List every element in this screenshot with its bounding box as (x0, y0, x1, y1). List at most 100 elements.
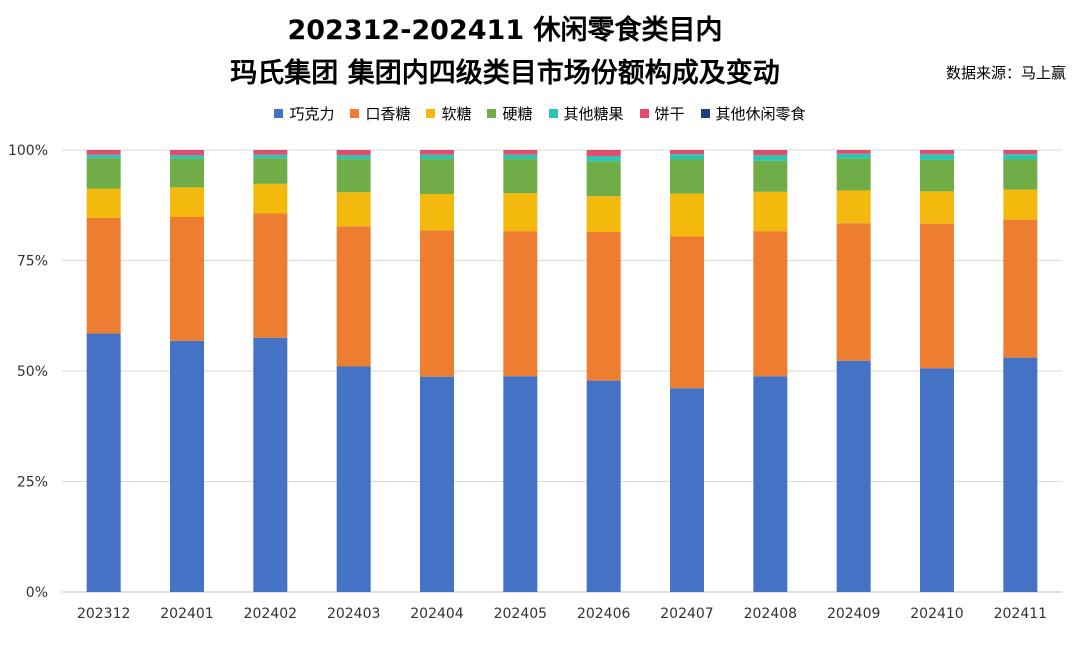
legend-label: 巧克力 (289, 104, 335, 123)
bar-segment (670, 154, 704, 160)
bar-segment (336, 366, 371, 592)
y-tick-label: 25% (17, 475, 48, 491)
bar-segment (420, 376, 454, 592)
x-tick-label: 202407 (660, 606, 713, 622)
bar-segment (920, 191, 954, 224)
bar-segment (503, 159, 538, 194)
x-tick-label: 202408 (744, 606, 797, 622)
bar-segment (420, 159, 454, 195)
bar-segment (753, 150, 788, 156)
bar-segment (86, 154, 121, 159)
bar-segment (336, 155, 371, 160)
bar-segment (586, 150, 621, 156)
x-tick-label: 202406 (577, 606, 631, 622)
bar-segment (836, 158, 871, 191)
bar-segment (170, 150, 204, 156)
x-tick-label: 202401 (160, 606, 213, 622)
legend-swatch (639, 108, 649, 118)
bar-segment (1003, 219, 1038, 358)
y-tick-label: 50% (17, 364, 48, 380)
bar-segment (503, 376, 538, 592)
bar-segment (420, 154, 454, 160)
legend-swatch (548, 108, 558, 118)
bar-segment (253, 154, 288, 159)
chart-legend: 巧克力 口香糖 软糖 硬糖 其他糖果 饼干 其他休闲零食 (0, 102, 1080, 124)
bar-segment (170, 158, 204, 188)
bar-segment (253, 150, 288, 155)
y-tick-label: 75% (17, 254, 48, 270)
bar-segment (503, 193, 538, 232)
bar-segment (253, 158, 288, 184)
bar-segment (253, 337, 288, 592)
legend-label: 其他休闲零食 (715, 104, 806, 123)
bar-segment (253, 183, 288, 214)
legend-label: 口香糖 (365, 104, 411, 123)
bar-segment (753, 231, 788, 377)
bar-segment (336, 192, 371, 227)
bar-segment (670, 193, 704, 237)
bar-segment (670, 388, 704, 592)
x-tick-label: 202404 (410, 606, 464, 622)
bar-segment (170, 340, 204, 592)
legend-item: 饼干 (639, 103, 685, 124)
bar-segment (503, 231, 538, 377)
bar-segment (586, 380, 621, 592)
bar-segment (1003, 357, 1038, 592)
bar-segment (920, 159, 954, 192)
bar-segment (86, 333, 121, 592)
bar-segment (586, 232, 621, 381)
legend-swatch (700, 108, 710, 118)
x-tick-label: 202402 (244, 606, 297, 622)
legend-label: 软糖 (441, 104, 472, 123)
bar-segment (586, 161, 621, 197)
bar-segment (670, 159, 704, 194)
bar-segment (336, 226, 371, 367)
bar-segment (753, 155, 788, 161)
bar-segment (86, 158, 121, 189)
legend-item: 口香糖 (350, 103, 410, 124)
x-tick-label: 202409 (827, 606, 880, 622)
bar-segment (920, 154, 954, 160)
x-tick-label: 202405 (494, 606, 547, 622)
bar-segment (753, 191, 788, 232)
bar-segment (836, 150, 871, 154)
legend-item: 软糖 (426, 103, 471, 124)
bar-segment (836, 223, 871, 361)
bar-segment (836, 190, 871, 224)
bar-segment (253, 213, 288, 338)
bar-segment (86, 150, 121, 155)
chart-title-line-1: 202312-202411 休闲零食类目内 (287, 15, 723, 46)
bar-segment (753, 160, 788, 192)
legend-swatch (426, 108, 436, 118)
bar-segment (336, 150, 371, 156)
bar-segment (86, 217, 121, 334)
legend-swatch (487, 108, 497, 118)
bar-segment (420, 150, 454, 155)
y-tick-label: 0% (26, 585, 48, 601)
bar-segment (420, 230, 454, 377)
x-tick-label: 202403 (327, 606, 380, 622)
bar-segment (1003, 189, 1038, 220)
bar-segment (836, 360, 871, 592)
bar-segment (503, 150, 538, 155)
bar-segment (170, 216, 204, 341)
chart-title-line-2: 玛氏集团 集团内四级类目市场份额构成及变动 (230, 58, 780, 89)
x-tick-label: 202312 (77, 606, 130, 622)
bar-segment (753, 376, 788, 592)
bar-segment (670, 150, 704, 155)
bar-segment (920, 150, 954, 155)
legend-item: 巧克力 (274, 103, 334, 124)
bar-segment (1003, 159, 1038, 190)
x-tick-label: 202411 (994, 606, 1047, 622)
legend-item: 其他休闲零食 (700, 103, 806, 124)
legend-swatch (350, 108, 360, 118)
bar-segment (586, 155, 621, 162)
x-tick-label: 202410 (910, 606, 963, 622)
bar-segment (170, 187, 204, 217)
bar-segment (420, 194, 454, 231)
bar-segment (336, 159, 371, 193)
bar-segment (170, 155, 204, 159)
bar-segment (586, 196, 621, 233)
legend-label: 其他糖果 (563, 104, 624, 123)
